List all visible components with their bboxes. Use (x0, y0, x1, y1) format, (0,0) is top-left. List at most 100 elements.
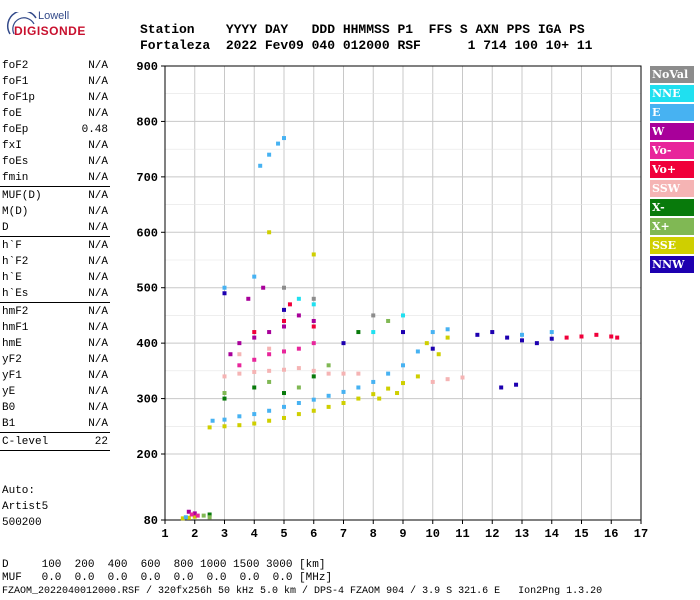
data-point-vo (609, 334, 614, 339)
data-point-vo (237, 363, 242, 368)
legend-item-vo: Vo+ (650, 161, 694, 178)
param-value: 22 (94, 436, 108, 448)
separator (0, 450, 110, 451)
param-row-fmin: fmin N/A (0, 170, 110, 186)
data-point-w (252, 335, 257, 340)
x-tick-label: 6 (310, 527, 317, 541)
data-point-w (228, 352, 233, 357)
data-point-e (183, 515, 188, 520)
data-point-noval (371, 313, 376, 318)
data-point-vo (252, 330, 257, 335)
data-point-sse (401, 381, 405, 386)
data-point-vo (267, 352, 272, 357)
legend-item-nnw: NNW (650, 256, 694, 273)
data-point-vo (282, 349, 286, 354)
param-value: N/A (88, 370, 108, 382)
legend-item-vo: Vo- (650, 142, 694, 159)
data-point-ssw (237, 371, 242, 376)
data-point-vo (296, 346, 301, 351)
data-point-e (520, 332, 524, 337)
data-point-vo (282, 318, 286, 323)
data-point-x (311, 374, 316, 379)
auto-line2: Artist5 (2, 501, 49, 513)
x-tick-label: 11 (455, 527, 469, 541)
data-point-x (296, 385, 301, 390)
data-point-ssw (341, 371, 346, 376)
x-tick-label: 7 (340, 527, 347, 541)
data-point-e (222, 417, 227, 422)
data-point-nnw (490, 330, 495, 335)
param-row-foe: foE N/A (0, 106, 110, 122)
param-name: foF2 (2, 60, 29, 72)
param-row-fxi: fxI N/A (0, 138, 110, 154)
param-row-b1: B1 N/A (0, 416, 110, 432)
data-point-sse (267, 230, 272, 235)
y-tick-label: 700 (136, 171, 158, 185)
data-point-e (430, 330, 435, 335)
data-point-e (210, 418, 215, 423)
data-point-x (267, 379, 272, 384)
param-value: N/A (88, 338, 108, 350)
data-point-noval (311, 296, 316, 301)
data-point-e (267, 152, 272, 157)
data-point-sse (424, 341, 429, 346)
data-point-nnw (282, 307, 286, 312)
data-point-ssw (222, 374, 227, 379)
x-tick-label: 14 (545, 527, 559, 541)
param-value: N/A (88, 206, 108, 218)
data-point-nnw (505, 335, 510, 340)
data-point-e (386, 371, 391, 376)
data-point-w (192, 511, 197, 516)
data-point-sse (207, 425, 212, 430)
logo-line1: Lowell (38, 10, 70, 22)
param-value: N/A (88, 402, 108, 414)
param-row-foes: foEs N/A (0, 154, 110, 170)
data-point-x (386, 318, 391, 323)
data-point-ssw (267, 368, 272, 373)
param-row-fof2: foF2 N/A (0, 58, 110, 74)
param-name: h`F2 (2, 256, 29, 268)
param-name: foF1 (2, 76, 29, 88)
data-point-e (222, 285, 227, 290)
param-name: hmF1 (2, 322, 29, 334)
param-row-hmf2: hmF2 N/A (0, 304, 110, 320)
data-point-nnw (534, 341, 539, 346)
data-point-sse (252, 421, 257, 426)
data-point-vo (189, 512, 194, 517)
data-point-nnw (499, 385, 504, 390)
data-point-nne (371, 330, 376, 335)
y-tick-label: 800 (136, 115, 158, 129)
data-point-ssw (311, 368, 316, 373)
param-name: MUF(D) (2, 190, 42, 202)
data-point-w (246, 296, 251, 301)
data-point-ssw (326, 371, 331, 376)
data-point-sse (445, 335, 450, 340)
param-row-ye: yE N/A (0, 384, 110, 400)
data-point-ssw (237, 352, 242, 357)
param-value: N/A (88, 60, 108, 72)
param-name: fxI (2, 140, 22, 152)
data-point-w (261, 285, 266, 290)
data-point-e (258, 163, 263, 168)
legend-item-e: E (650, 104, 694, 121)
data-point-nnw (430, 346, 435, 351)
data-point-e (415, 349, 420, 354)
x-tick-label: 2 (191, 527, 198, 541)
param-row-hf2: h`F2 N/A (0, 254, 110, 270)
legend-item-noval: NoVal (650, 66, 694, 83)
data-point-vo (594, 332, 599, 337)
data-point-sse (180, 516, 185, 521)
param-row-hes: h`Es N/A (0, 286, 110, 302)
x-tick-label: 15 (574, 527, 588, 541)
param-value: N/A (88, 322, 108, 334)
param-row-fof1: foF1 N/A (0, 74, 110, 90)
data-point-vo (195, 513, 200, 518)
separator (0, 186, 110, 187)
logo-arc-icon (7, 12, 37, 35)
data-point-e (282, 404, 286, 409)
data-point-ssw (445, 377, 450, 382)
separator (0, 432, 110, 433)
data-point-sse (282, 415, 286, 420)
data-point-w (267, 330, 272, 335)
param-name: fmin (2, 172, 29, 184)
